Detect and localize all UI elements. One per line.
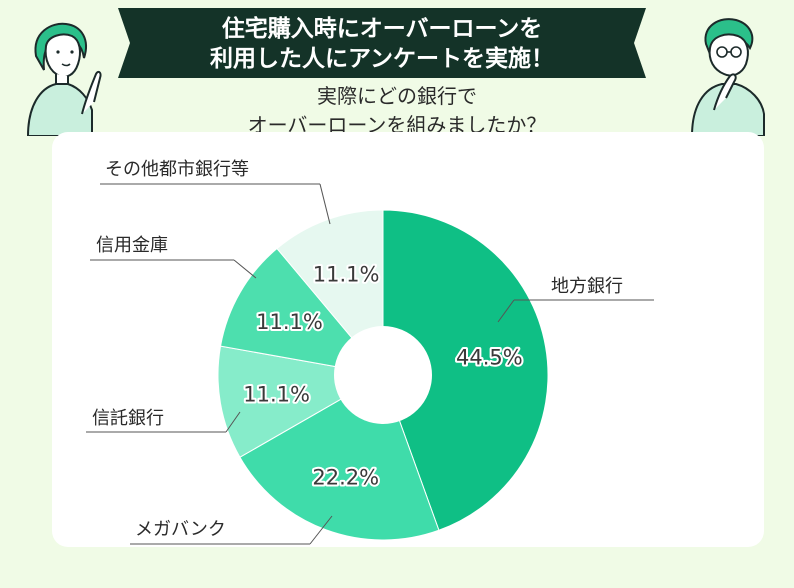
slice-category-label: 信用金庫: [96, 235, 168, 256]
slice-category-label: メガバンク: [135, 519, 226, 540]
question-line-1: 実際にどの銀行で: [317, 84, 477, 108]
slice-percent-label: 11.1%: [256, 310, 323, 334]
banner-title: 住宅購入時にオーバーローンを 利用した人にアンケートを実施！: [118, 14, 646, 74]
leader-lines-group: [86, 183, 654, 545]
slice-category-label: 地方銀行: [551, 276, 623, 297]
slice-category-label: その他都市銀行等: [105, 159, 249, 180]
pie-slice: [382, 209, 549, 531]
banner-line-1: 住宅購入時にオーバーローンを: [221, 16, 543, 42]
leader-line: [225, 411, 241, 433]
percent-labels-group: 44.5% 22.2% 11.1% 11.1% 11.1%: [241, 261, 525, 492]
title-banner: 住宅購入時にオーバーローンを 利用した人にアンケートを実施！: [118, 8, 646, 78]
leader-line: [319, 183, 331, 225]
pie-slice: [219, 247, 385, 376]
banner-shape: [118, 8, 646, 78]
slice-percent-label: 44.5%: [456, 345, 523, 369]
donut-hole: [334, 326, 432, 424]
slices-group: [217, 209, 549, 541]
leader-line: [497, 299, 515, 323]
slice-percent-label: 11.1%: [313, 263, 380, 287]
slice-percent-label: 22.2%: [312, 465, 379, 489]
man-illustration: [690, 18, 765, 136]
banner-line-2: 利用した人にアンケートを実施！: [209, 46, 555, 72]
woman-illustration: [26, 22, 102, 136]
survey-question: 実際にどの銀行で オーバーローンを組みましたか？: [0, 82, 794, 140]
leader-line: [233, 259, 257, 279]
leader-line: [309, 515, 333, 545]
slice-category-label: 信託銀行: [92, 408, 164, 429]
slice-percent-label: 11.1%: [243, 383, 310, 407]
pie-slice: [276, 209, 384, 377]
